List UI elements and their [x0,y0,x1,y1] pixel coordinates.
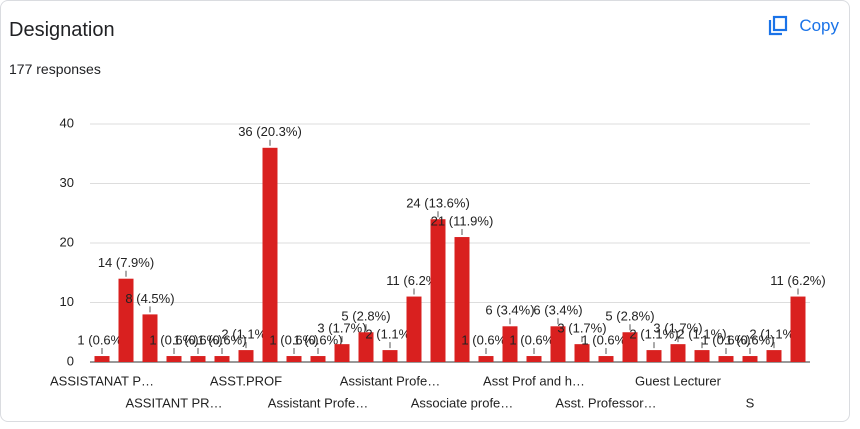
value-label: 1 (0.6%) [197,332,246,347]
title: Designation [9,19,115,41]
copy-label: Copy [799,16,839,35]
value-label: 36 (20.3%) [238,124,302,139]
value-label: 11 (6.2%) [386,273,441,288]
value-label: 3 (1.7%) [653,321,702,336]
x-tick-label: ASSISTANAT P… [50,373,154,388]
value-label: 2 (1.1%) [221,327,270,342]
value-label: 1 (0.6%) [581,332,630,347]
bar [166,356,182,362]
bar [190,356,206,362]
bar [430,219,446,362]
bar [94,356,110,362]
bar [766,350,782,362]
value-label: 1 (0.6%) [701,332,750,347]
value-label: 2 (1.1%) [629,327,678,342]
copy-icon [769,15,788,36]
x-tick-label: S [746,395,755,410]
value-label: 5 (2.8%) [605,309,654,324]
bar [334,344,350,362]
x-tick-label: Guest Lecturer [635,373,722,388]
value-label: 21 (11.9%) [431,213,494,228]
x-tick-label: Asst. Professor… [555,395,656,410]
bar [478,356,494,362]
bar [358,332,374,362]
x-tick-label: ASSITANT PR… [125,395,222,410]
bar [142,314,158,362]
bar [454,237,470,362]
y-tick-label: 40 [60,115,74,130]
value-label: 1 (0.6%) [269,332,318,347]
bar [670,344,686,362]
bar [550,326,566,362]
value-label: 1 (0.6%) [173,332,222,347]
bar [694,350,710,362]
bar [646,350,662,362]
bar [598,356,614,362]
value-label: 1 (0.6%) [509,332,558,347]
bar [238,350,254,362]
value-label: 6 (3.4%) [533,303,582,318]
bar [502,326,518,362]
bar [406,296,422,362]
y-tick-label: 30 [60,175,74,190]
x-tick-label: ASST.PROF [210,373,282,388]
value-label: 1 (0.6%) [461,332,510,347]
value-label: 24 (13.6%) [406,196,470,211]
bar [526,356,542,362]
bar [718,356,734,362]
card: Designation 177 responses Copy 0 10 20 30 40… [0,0,850,422]
bar [262,147,278,362]
copy-button[interactable]: Copy [767,15,839,37]
value-label: 1 (0.6%) [293,332,342,347]
bar [382,350,398,362]
value-label: 8 (4.5%) [125,291,174,306]
value-label: 2 (1.1%) [365,327,414,342]
bar [310,356,326,362]
value-label: 11 (6.2%) [770,273,825,288]
y-tick-label: 20 [60,234,74,249]
y-tick-label: 10 [60,294,74,309]
chart: 0 10 20 30 40 1 (0.6%) ASSISTANAT P… 14 (7.9%) 8… [50,115,826,410]
value-label: 1 (0.6%) [77,332,126,347]
value-label: 1 (0.6%) [725,332,774,347]
value-label: 1 (0.6%) [149,332,198,347]
x-tick-label: Assistant Profe… [268,395,368,410]
x-tick-label: Associate profe… [411,395,514,410]
bar [214,356,230,362]
bar [286,356,302,362]
bar [742,356,758,362]
bar [118,278,134,362]
value-label: 14 (7.9%) [98,255,154,270]
value-label: 3 (1.7%) [557,321,606,336]
bar [790,296,806,362]
value-label: 3 (1.7%) [317,321,366,336]
bar [622,332,638,362]
value-label: 2 (1.1%) [677,327,726,342]
value-label: 2 (1.1%) [749,327,798,342]
value-label: 6 (3.4%) [485,303,534,318]
x-tick-label: Assistant Profe… [340,373,440,388]
bar [574,344,590,362]
response-count: 177 responses [9,61,101,77]
value-label: 5 (2.8%) [341,309,390,324]
y-tick-label: 0 [67,353,74,368]
x-tick-label: Asst Prof and h… [483,373,585,388]
